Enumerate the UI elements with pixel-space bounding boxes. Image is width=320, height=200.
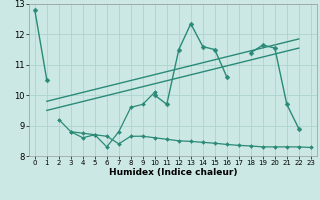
X-axis label: Humidex (Indice chaleur): Humidex (Indice chaleur) <box>108 168 237 177</box>
